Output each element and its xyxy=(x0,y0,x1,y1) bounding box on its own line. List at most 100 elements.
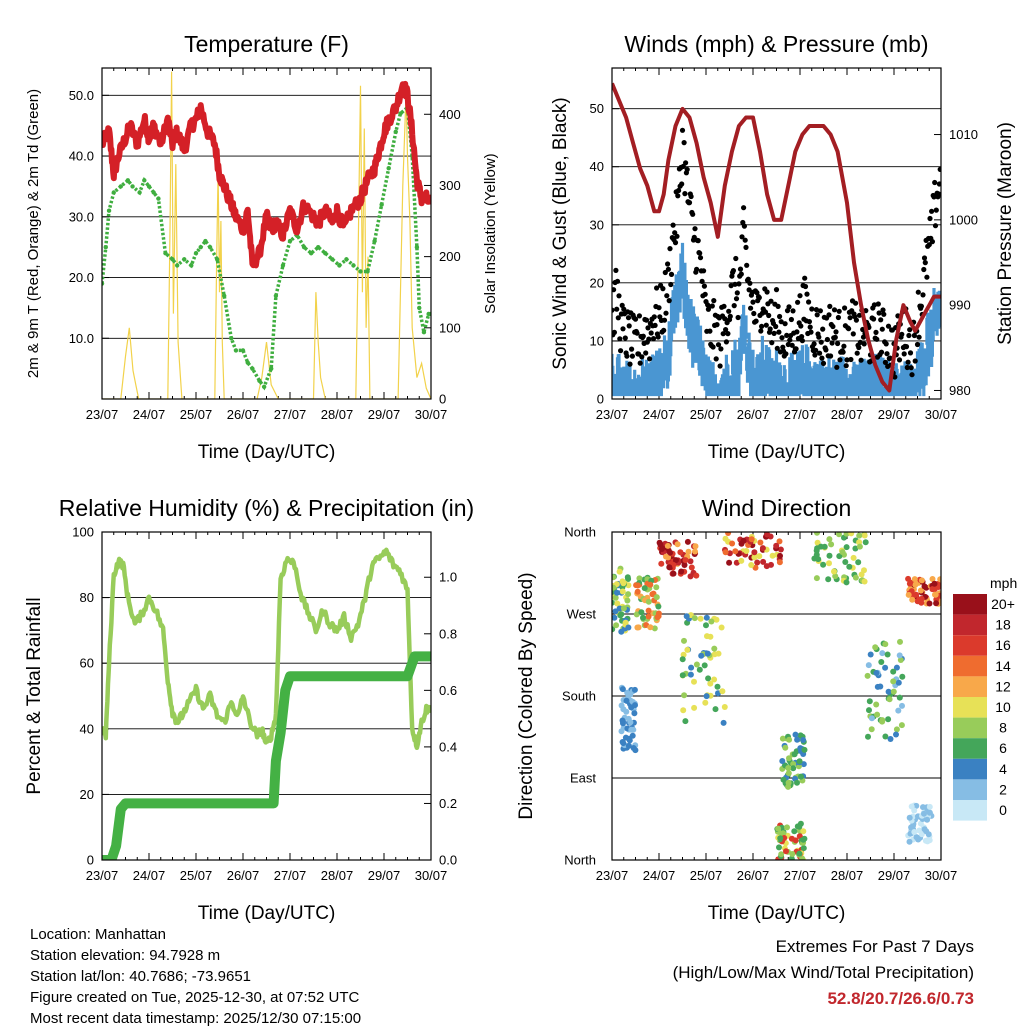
direction-point xyxy=(842,559,849,565)
direction-point xyxy=(933,600,940,607)
dewpoint-point xyxy=(417,305,422,311)
direction-point xyxy=(873,670,880,676)
direction-point xyxy=(680,707,687,714)
gust-point xyxy=(844,357,850,363)
direction-point xyxy=(681,637,687,644)
legend-swatch xyxy=(953,717,987,739)
direction-point xyxy=(836,553,843,560)
direction-point xyxy=(651,625,658,632)
direction-point xyxy=(743,548,750,554)
gust-point xyxy=(655,334,661,340)
direction-point xyxy=(619,588,626,595)
gust-point xyxy=(744,262,750,268)
gust-point xyxy=(759,323,765,329)
gust-point xyxy=(748,305,754,311)
x-tick-label: 27/07 xyxy=(784,407,817,422)
dewpoint-point xyxy=(421,329,427,335)
direction-point xyxy=(658,560,665,567)
gust-point xyxy=(819,355,825,361)
gust-point xyxy=(840,349,846,355)
gust-point xyxy=(637,360,643,366)
gust-point xyxy=(694,266,700,272)
direction-point xyxy=(791,828,798,835)
direction-point xyxy=(721,704,728,710)
gust-point xyxy=(735,314,741,321)
direction-point xyxy=(921,810,927,817)
y2-tick-label: 400 xyxy=(439,107,461,122)
direction-point xyxy=(635,624,642,631)
direction-point xyxy=(905,591,912,598)
y-tick-label: 30 xyxy=(590,217,604,232)
y-tick-label: 0 xyxy=(597,392,604,407)
gust-point xyxy=(646,336,652,342)
gust-point xyxy=(832,334,838,340)
gust-point xyxy=(754,290,760,296)
direction-point xyxy=(631,710,638,717)
gust-point xyxy=(882,359,889,365)
gust-point xyxy=(710,344,716,350)
x-tick-label: 27/07 xyxy=(274,407,307,422)
direction-point xyxy=(725,532,732,536)
y-tick-label: 40 xyxy=(80,721,94,736)
direction-point xyxy=(882,733,889,740)
legend-label: 14 xyxy=(995,658,1011,674)
direction-point xyxy=(843,579,850,586)
x-tick-label: 23/07 xyxy=(596,407,629,422)
direction-point xyxy=(616,568,623,575)
dewpoint-point xyxy=(316,244,321,250)
x-tick-label: 23/07 xyxy=(86,868,119,883)
dewpoint-point xyxy=(358,269,363,274)
x-tick-label: 25/07 xyxy=(690,868,723,883)
legend-swatch xyxy=(953,738,987,759)
direction-point xyxy=(698,652,705,659)
x-tick-label: 27/07 xyxy=(784,868,817,883)
gust-point xyxy=(634,330,640,336)
direction-point xyxy=(918,577,925,584)
direction-point xyxy=(751,554,758,561)
direction-point xyxy=(632,747,639,754)
direction-point xyxy=(655,603,662,610)
wind_direction-ylabel: Direction (Colored By Speed) xyxy=(516,572,537,819)
gust-point xyxy=(807,324,813,330)
gust-point xyxy=(656,305,662,311)
direction-point xyxy=(663,553,669,560)
gust-point xyxy=(914,341,921,348)
dir-border xyxy=(611,531,942,861)
direction-point xyxy=(633,611,640,618)
gust-point xyxy=(697,255,704,261)
gust-point xyxy=(883,341,889,347)
direction-point xyxy=(645,613,652,620)
gust-point xyxy=(853,317,860,323)
gust-point xyxy=(709,303,715,309)
direction-point xyxy=(872,644,879,651)
x-tick-label: 30/07 xyxy=(925,407,958,422)
direction-point xyxy=(784,824,790,831)
x-tick-label: 28/07 xyxy=(831,868,864,883)
x-tick-label: 26/07 xyxy=(737,868,770,883)
gust-point xyxy=(632,316,639,322)
direction-point xyxy=(814,532,820,536)
direction-point xyxy=(670,570,677,577)
gust-point xyxy=(779,335,785,341)
direction-point xyxy=(654,614,661,621)
direction-point xyxy=(620,605,627,612)
dewpoint-point xyxy=(137,190,142,195)
direction-point xyxy=(696,666,703,673)
gust-point xyxy=(742,237,748,243)
dewpoint-point xyxy=(273,293,279,298)
dewpoint-point xyxy=(175,263,180,268)
direction-point xyxy=(658,546,665,552)
x-tick-label: 28/07 xyxy=(831,407,864,422)
gust-point xyxy=(799,334,805,340)
direction-point xyxy=(773,542,780,549)
y-tick-label: 80 xyxy=(80,590,94,605)
direction-point xyxy=(778,851,785,858)
gust-point xyxy=(778,319,784,325)
direction-point xyxy=(792,731,799,738)
direction-point xyxy=(764,532,771,538)
direction-point xyxy=(680,651,687,658)
direction-point xyxy=(715,650,722,657)
y2-tick-label: 990 xyxy=(949,298,971,313)
dewpoint-point xyxy=(118,184,124,189)
y-tick-label: 60 xyxy=(80,656,94,671)
